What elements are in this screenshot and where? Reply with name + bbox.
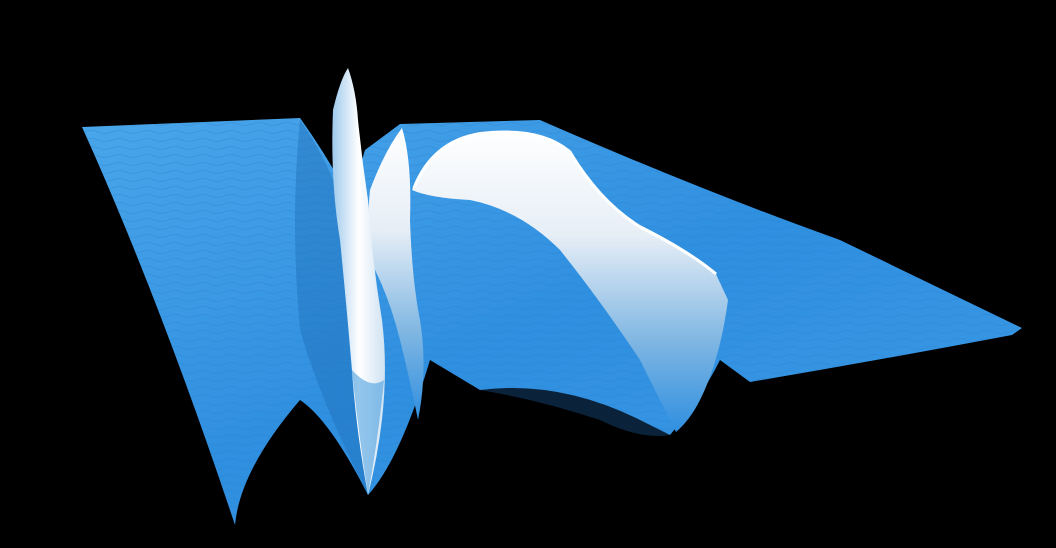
tall-fin-shade xyxy=(352,370,384,495)
rear-wave-crest xyxy=(412,130,717,276)
rear-wave xyxy=(412,130,728,432)
trough-shadow xyxy=(480,388,670,436)
middle-fin xyxy=(368,128,424,420)
sheet-texture xyxy=(82,118,1022,525)
valley-shadow xyxy=(295,120,368,495)
